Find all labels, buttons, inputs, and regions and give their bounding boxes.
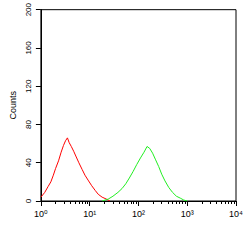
svg-text:10¹: 10¹	[83, 209, 96, 219]
svg-text:10⁴: 10⁴	[229, 209, 243, 219]
svg-text:200: 200	[24, 2, 33, 16]
svg-text:40: 40	[24, 158, 33, 167]
svg-text:80: 80	[24, 119, 33, 128]
svg-text:Counts: Counts	[8, 91, 18, 120]
svg-text:160: 160	[24, 41, 33, 55]
svg-text:10²: 10²	[132, 209, 145, 219]
svg-text:10⁰: 10⁰	[34, 209, 48, 219]
svg-text:120: 120	[24, 79, 33, 93]
svg-text:0: 0	[24, 198, 33, 203]
svg-text:10³: 10³	[181, 209, 194, 219]
